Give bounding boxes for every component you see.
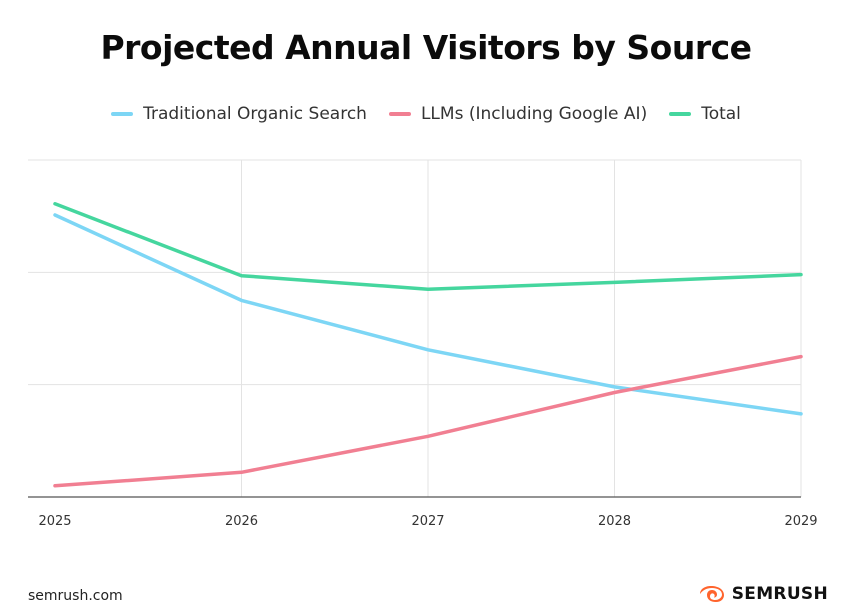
legend-swatch-organic: [111, 112, 134, 116]
legend-swatch-llm: [388, 112, 411, 116]
semrush-flame-icon: [699, 586, 724, 602]
x-tick-label: 2028: [598, 514, 631, 529]
legend-label-llm: LLMs (Including Google AI): [420, 104, 648, 124]
x-tick-label: 2027: [411, 514, 444, 529]
chart-legend: Traditional Organic Search LLMs (Includi…: [0, 104, 852, 124]
brand-name: SEMRUSH: [731, 584, 828, 604]
source-url: semrush.com: [28, 588, 123, 604]
total-series-line: [53, 202, 803, 291]
x-tick-label: 2025: [38, 514, 71, 529]
brand-logo: SEMRUSH: [698, 584, 828, 604]
legend-item-llm: LLMs (Including Google AI): [388, 104, 648, 124]
legend-label-total: Total: [701, 104, 741, 124]
legend-item-total: Total: [669, 104, 741, 124]
legend-swatch-total: [669, 112, 692, 116]
chart-title: Projected Annual Visitors by Source: [100, 28, 752, 67]
x-tick-label: 2029: [784, 514, 817, 529]
llm-series-line: [53, 354, 803, 488]
legend-label-organic: Traditional Organic Search: [143, 104, 367, 124]
organic-series-line: [53, 213, 803, 416]
legend-item-organic: Traditional Organic Search: [111, 104, 367, 124]
x-tick-label: 2026: [225, 514, 258, 529]
